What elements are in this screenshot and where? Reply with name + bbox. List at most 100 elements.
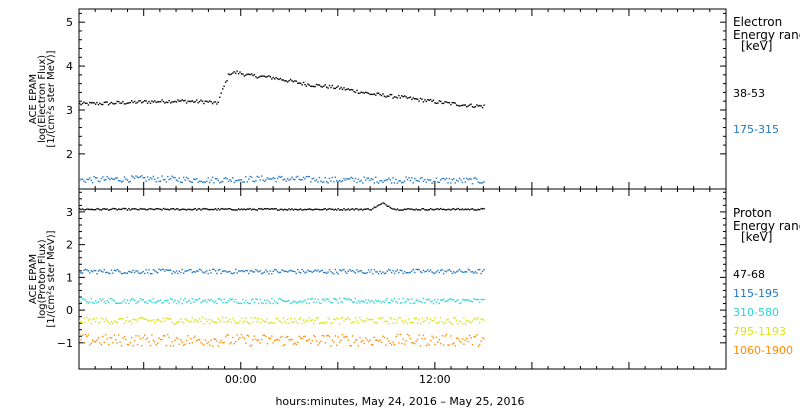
data-point (398, 180, 400, 182)
data-point (185, 319, 188, 321)
data-point (467, 208, 469, 210)
data-point (383, 95, 386, 97)
data-point (402, 297, 404, 300)
data-point (210, 272, 212, 274)
data-point (295, 80, 297, 82)
data-point (92, 318, 94, 321)
data-point (365, 208, 367, 210)
data-point (233, 343, 235, 345)
data-point (396, 269, 399, 271)
data-point (357, 92, 360, 94)
data-point (281, 269, 283, 271)
data-point (175, 208, 178, 210)
data-point (305, 271, 308, 273)
data-point (217, 179, 219, 182)
data-point (210, 179, 212, 181)
data-point (276, 318, 279, 320)
data-point (268, 322, 270, 324)
data-point (389, 342, 391, 344)
data-point (240, 317, 243, 319)
data-point (294, 301, 296, 303)
data-point (339, 209, 341, 211)
data-point (275, 339, 277, 341)
data-point (263, 320, 266, 323)
data-point (253, 316, 256, 319)
data-point (158, 180, 160, 183)
data-point (470, 322, 472, 324)
data-point (177, 272, 179, 275)
data-point (126, 179, 129, 181)
data-point (184, 343, 186, 345)
data-point (419, 322, 422, 325)
data-point (100, 344, 103, 346)
data-point (285, 322, 287, 324)
data-point (359, 302, 361, 304)
data-point (157, 101, 159, 103)
data-point (97, 208, 100, 210)
data-point (377, 204, 380, 206)
data-point (428, 270, 430, 273)
data-point (349, 89, 351, 91)
data-point (402, 181, 404, 183)
data-point (480, 340, 482, 342)
data-point (301, 209, 303, 211)
data-point (327, 208, 329, 210)
data-point (242, 181, 244, 183)
data-point (282, 300, 284, 302)
data-point (359, 337, 361, 339)
data-point (424, 302, 426, 304)
data-point (479, 268, 481, 271)
data-point (434, 317, 436, 320)
data-point (455, 104, 458, 106)
data-point (174, 209, 176, 211)
data-point (100, 317, 103, 319)
data-point (148, 208, 150, 210)
data-point (424, 179, 426, 181)
data-point (300, 317, 302, 319)
data-point (198, 180, 201, 182)
data-point (425, 316, 427, 319)
data-point (350, 88, 352, 91)
data-point (162, 100, 165, 103)
data-point (255, 317, 257, 319)
data-point (269, 337, 271, 340)
data-point (159, 320, 162, 322)
data-point (133, 100, 136, 103)
data-point (135, 270, 137, 272)
data-point (126, 316, 129, 319)
data-point (483, 298, 485, 300)
data-point (396, 97, 399, 99)
data-point (477, 317, 479, 319)
data-point (177, 180, 179, 182)
data-point (171, 321, 173, 323)
data-point (321, 209, 323, 211)
data-point (250, 209, 253, 211)
data-point (305, 209, 308, 211)
data-point (386, 205, 388, 207)
data-point (408, 318, 410, 320)
data-point (442, 208, 445, 210)
data-point (245, 74, 247, 76)
data-point (230, 208, 232, 211)
data-point (336, 271, 338, 273)
data-point (198, 100, 201, 103)
data-point (464, 181, 466, 183)
data-point (321, 181, 323, 184)
data-point (197, 208, 199, 210)
data-point (99, 102, 101, 104)
data-point (379, 93, 381, 96)
data-point (118, 270, 120, 272)
data-point (152, 269, 155, 271)
data-point (401, 301, 403, 304)
data-point (269, 302, 271, 304)
data-point (437, 102, 439, 104)
data-point (168, 318, 170, 320)
data-point (178, 343, 180, 345)
data-point (224, 270, 227, 272)
legend-title: [keV] (741, 39, 772, 53)
data-point (289, 209, 292, 211)
data-point (454, 182, 456, 184)
data-point (444, 209, 446, 211)
data-point (115, 208, 117, 210)
data-point (382, 181, 384, 184)
